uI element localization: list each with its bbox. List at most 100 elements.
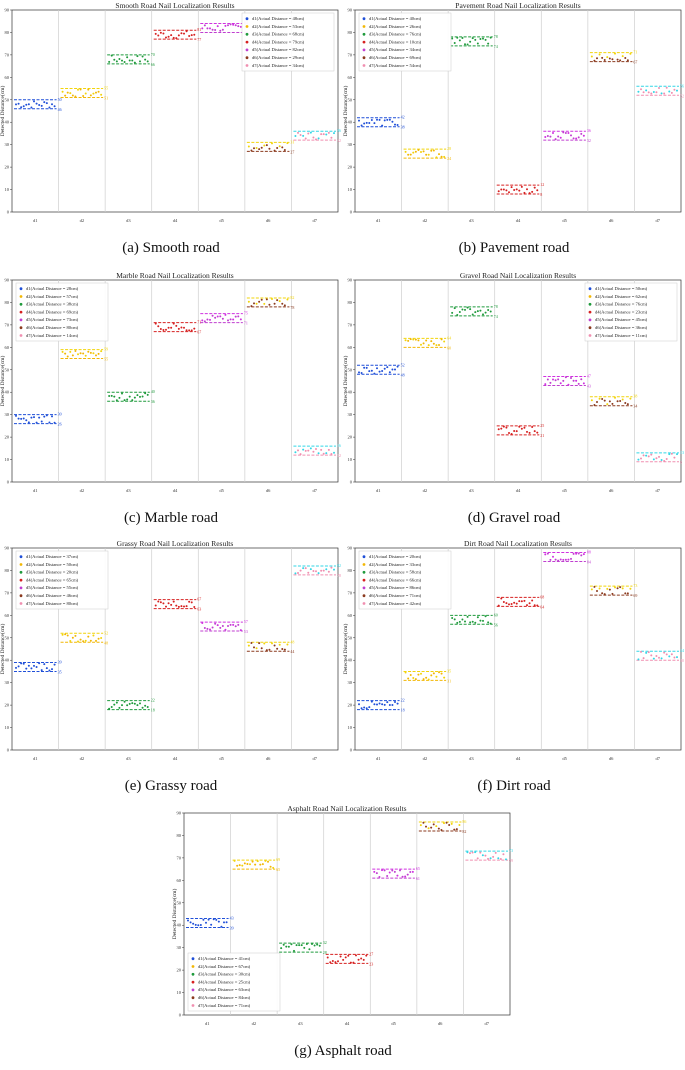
legend-entry: d2(Actual Distance = 50cm) bbox=[26, 562, 79, 567]
data-point bbox=[243, 862, 246, 865]
y-tick-label: 40 bbox=[348, 390, 353, 395]
data-point bbox=[194, 923, 197, 926]
data-point bbox=[518, 425, 521, 428]
data-point bbox=[409, 338, 412, 341]
data-point bbox=[121, 704, 123, 707]
data-point bbox=[97, 637, 100, 640]
y-tick-label: 70 bbox=[348, 322, 353, 327]
legend-marker bbox=[19, 295, 23, 298]
data-point bbox=[214, 316, 217, 319]
data-point bbox=[489, 310, 492, 313]
data-point bbox=[84, 354, 87, 357]
data-point bbox=[476, 42, 479, 45]
y-tick-label: 90 bbox=[348, 8, 353, 13]
data-point bbox=[307, 571, 310, 574]
data-point bbox=[458, 310, 461, 313]
data-point bbox=[437, 827, 440, 830]
legend-entry: d5(Actual Distance = 55cm) bbox=[26, 585, 79, 590]
data-point bbox=[619, 59, 622, 62]
data-point bbox=[287, 945, 290, 948]
data-point bbox=[668, 655, 671, 658]
data-point bbox=[100, 350, 103, 353]
data-point bbox=[325, 452, 328, 455]
data-point bbox=[84, 639, 87, 642]
upper-bound-label: 40 bbox=[151, 389, 155, 394]
data-point bbox=[304, 449, 307, 452]
data-point bbox=[476, 310, 479, 313]
data-point bbox=[333, 451, 335, 454]
chart-panel-pavement-road: Pavement Road Nail Localization Results 0… bbox=[342, 0, 685, 268]
data-point bbox=[650, 654, 653, 657]
data-point bbox=[652, 458, 655, 461]
data-point bbox=[652, 91, 655, 94]
data-point bbox=[15, 414, 17, 417]
data-point bbox=[92, 352, 95, 355]
data-point bbox=[624, 57, 627, 60]
y-tick-label: 10 bbox=[5, 457, 10, 462]
y-tick-label: 50 bbox=[348, 97, 353, 102]
legend-marker bbox=[245, 48, 249, 52]
data-point bbox=[61, 90, 64, 93]
x-tick-label: d7 bbox=[312, 488, 317, 493]
y-tick-label: 10 bbox=[348, 457, 353, 462]
y-tick-label: 60 bbox=[177, 878, 182, 883]
data-point bbox=[297, 449, 299, 452]
data-point bbox=[399, 869, 401, 872]
upper-bound-label: 55 bbox=[104, 86, 108, 91]
data-point bbox=[637, 90, 640, 93]
legend-marker bbox=[362, 32, 366, 36]
data-point bbox=[172, 36, 175, 39]
data-point bbox=[440, 828, 443, 831]
data-point bbox=[25, 419, 28, 422]
y-axis-label: Detected Distance(cm) bbox=[342, 624, 349, 675]
data-point bbox=[596, 590, 598, 593]
data-point bbox=[396, 365, 399, 368]
upper-bound-label: 22 bbox=[401, 698, 405, 703]
data-point bbox=[557, 559, 560, 562]
legend-marker bbox=[19, 334, 23, 337]
data-point bbox=[414, 338, 417, 341]
data-point bbox=[647, 91, 650, 94]
data-point bbox=[409, 674, 412, 677]
y-axis-label: Detected Distance(cm) bbox=[342, 86, 349, 137]
data-point bbox=[234, 315, 237, 318]
data-point bbox=[30, 106, 33, 109]
data-point bbox=[611, 402, 614, 405]
data-point bbox=[92, 92, 95, 95]
data-point bbox=[110, 54, 113, 57]
data-point bbox=[360, 124, 363, 127]
data-point bbox=[440, 155, 443, 158]
data-point bbox=[281, 647, 284, 650]
y-tick-label: 0 bbox=[350, 748, 353, 753]
data-point bbox=[40, 420, 43, 423]
data-point bbox=[406, 873, 409, 876]
data-point bbox=[510, 186, 513, 189]
data-point bbox=[420, 672, 422, 675]
legend-marker bbox=[19, 318, 23, 322]
data-point bbox=[673, 456, 676, 459]
caption-smooth-road: (a) Smooth road bbox=[122, 240, 220, 256]
y-tick-label: 70 bbox=[348, 52, 353, 57]
data-point bbox=[308, 948, 311, 951]
data-point bbox=[190, 34, 193, 37]
data-point bbox=[396, 702, 399, 705]
y-tick-label: 20 bbox=[5, 165, 10, 170]
data-point bbox=[25, 667, 28, 670]
data-point bbox=[479, 309, 482, 312]
data-point bbox=[432, 342, 435, 345]
data-point bbox=[458, 39, 461, 42]
data-point bbox=[38, 662, 41, 665]
data-point bbox=[237, 623, 240, 626]
data-point bbox=[598, 587, 601, 590]
upper-bound-label: 25 bbox=[540, 423, 544, 428]
data-point bbox=[513, 189, 516, 192]
data-point bbox=[590, 55, 593, 58]
data-point bbox=[316, 943, 319, 946]
y-tick-label: 60 bbox=[348, 613, 353, 618]
legend-marker bbox=[588, 310, 592, 314]
data-point bbox=[608, 57, 611, 60]
data-point bbox=[95, 639, 97, 642]
data-point bbox=[606, 56, 609, 59]
data-point bbox=[396, 874, 399, 877]
y-tick-label: 0 bbox=[7, 748, 10, 753]
